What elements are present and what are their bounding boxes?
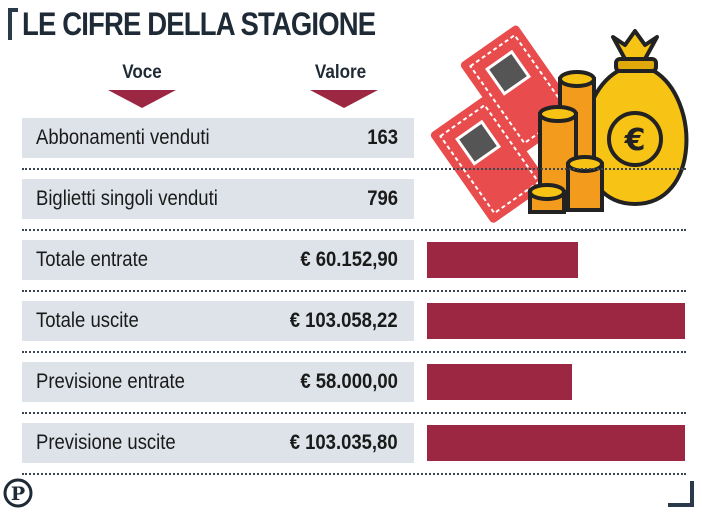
row-label: Previsione uscite (36, 431, 176, 454)
table-row: Abbonamenti venduti 163 (22, 118, 414, 158)
money-tickets-illustration: € (430, 25, 689, 223)
row-value: € 103.035,80 (290, 431, 398, 454)
row-label: Totale entrate (36, 248, 148, 271)
frame-corner-top-left (8, 8, 18, 40)
column-header-valore: Valore (314, 62, 367, 83)
row-divider (22, 229, 686, 231)
row-divider (22, 412, 686, 414)
table-row: Biglietti singoli venduti 796 (22, 179, 414, 219)
value-bar (427, 242, 578, 278)
logo-letter: P (11, 483, 25, 505)
value-bar (427, 364, 572, 400)
row-label: Previsione entrate (36, 370, 185, 393)
table-row: Totale uscite € 103.058,22 (22, 301, 414, 341)
value-bar (427, 303, 685, 339)
row-divider (22, 168, 686, 170)
value-bar (427, 425, 685, 461)
row-value: 163 (367, 126, 398, 149)
row-value: € 103.058,22 (290, 309, 398, 332)
row-label: Totale uscite (36, 309, 139, 332)
column-header-voce: Voce (122, 62, 162, 83)
table-row: Previsione uscite € 103.035,80 (22, 423, 414, 463)
money-bag-icon: € (581, 29, 689, 207)
ticket-icon (430, 95, 549, 223)
coins-icon (528, 70, 604, 214)
row-label: Abbonamenti venduti (36, 126, 210, 149)
row-divider (22, 290, 686, 292)
arrow-down-icon (310, 90, 378, 108)
row-value: 796 (367, 187, 398, 210)
arrow-down-icon (108, 90, 176, 108)
row-value: € 58.000,00 (300, 370, 398, 393)
chart-title: LE CIFRE DELLA STAGIONE (22, 6, 376, 42)
table-row: Totale entrate € 60.152,90 (22, 240, 414, 280)
frame-corner-bottom-right (668, 481, 694, 507)
row-value: € 60.152,90 (300, 248, 398, 271)
publisher-logo: P (3, 478, 33, 508)
row-label: Biglietti singoli venduti (36, 187, 218, 210)
row-divider (22, 351, 686, 353)
table-row: Previsione entrate € 58.000,00 (22, 362, 414, 402)
svg-text:€: € (624, 123, 646, 158)
row-divider (22, 473, 686, 475)
